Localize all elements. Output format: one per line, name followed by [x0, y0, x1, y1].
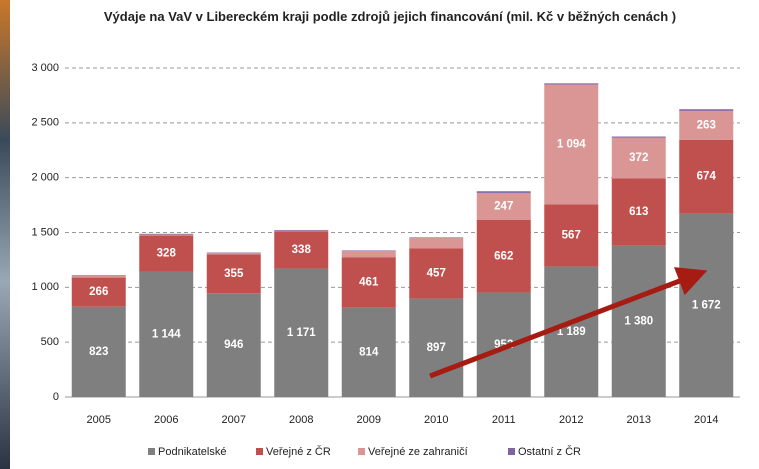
- bar-segment: [679, 109, 734, 111]
- bar-segment: [71, 306, 126, 397]
- bar-segment: [611, 245, 666, 397]
- value-label: 461: [359, 276, 379, 288]
- bar-segment: [476, 292, 531, 397]
- x-tick-label: 2007: [222, 414, 246, 426]
- value-label: 823: [89, 346, 108, 358]
- value-label: 338: [292, 244, 312, 256]
- bar-segment: [341, 257, 396, 308]
- legend-label: Veřejné z ČR: [266, 445, 331, 458]
- trend-arrow: [429, 267, 708, 379]
- bar-segment: [544, 83, 599, 85]
- bar-segment: [341, 307, 396, 397]
- bar-segment: [71, 275, 126, 278]
- x-tick-label: 2006: [154, 414, 178, 426]
- bar-segment: [206, 252, 261, 254]
- y-tick-label: 2 500: [31, 117, 59, 129]
- value-label: 1 171: [287, 327, 316, 339]
- x-tick-label: 2011: [492, 414, 516, 426]
- bar-segment: [139, 235, 194, 272]
- bar-segment: [611, 178, 666, 246]
- y-tick-label: 500: [41, 336, 59, 348]
- x-tick-label: 2013: [627, 414, 651, 426]
- bar-segment: [409, 248, 464, 299]
- bar-segment: [476, 192, 531, 220]
- x-tick-label: 2014: [694, 414, 718, 426]
- bar-segment: [544, 204, 599, 267]
- bar-segment: [274, 231, 329, 269]
- bar-segment: [274, 268, 329, 397]
- value-label: 946: [224, 339, 243, 351]
- value-label: 1 144: [152, 328, 181, 340]
- legend-swatch: [508, 448, 515, 455]
- background-photo: [0, 0, 10, 469]
- bar-segment: [139, 271, 194, 397]
- x-tick-label: 2009: [357, 414, 381, 426]
- value-label: 457: [427, 268, 446, 280]
- value-label: 372: [629, 152, 648, 164]
- value-label: 1 189: [557, 326, 586, 338]
- bar-segment: [139, 233, 194, 235]
- legend-label: Podnikatelské: [158, 446, 227, 458]
- bar-segment: [544, 266, 599, 397]
- bar-segment: [409, 238, 464, 249]
- value-label: 1 672: [692, 299, 721, 311]
- bar-segment: [206, 293, 261, 397]
- bar-segment: [611, 136, 666, 138]
- bar-segment: [71, 277, 126, 307]
- bar-segment: [679, 110, 734, 140]
- bar-segment: [206, 253, 261, 255]
- value-label: 247: [494, 200, 513, 212]
- bar-segment: [476, 219, 531, 293]
- legend-swatch: [358, 448, 365, 455]
- bar-segment: [341, 251, 396, 258]
- y-tick-label: 3 000: [31, 62, 59, 74]
- x-tick-label: 2008: [289, 414, 313, 426]
- value-label: 674: [697, 171, 717, 183]
- x-tick-label: 2010: [424, 414, 448, 426]
- value-label: 662: [494, 250, 513, 262]
- value-label: 567: [562, 230, 581, 242]
- bar-segment: [409, 237, 464, 239]
- legend-label: Veřejné ze zahraničí: [368, 446, 468, 458]
- bar-segment: [71, 275, 126, 276]
- bar-segment: [476, 191, 531, 193]
- bar-segment: [409, 298, 464, 397]
- bar-segment: [544, 84, 599, 205]
- bar-segment: [679, 213, 734, 397]
- legend-swatch: [256, 448, 263, 455]
- bar-segment: [341, 250, 396, 252]
- x-tick-label: 2012: [559, 414, 583, 426]
- value-label: 897: [427, 342, 446, 354]
- bar-segment: [679, 139, 734, 214]
- value-label: 266: [89, 286, 108, 298]
- value-label: 1 380: [624, 315, 653, 327]
- chart-title: Výdaje na VaV v Libereckém kraji podle z…: [103, 9, 677, 24]
- y-tick-label: 0: [53, 391, 59, 403]
- bar-segment: [274, 229, 329, 231]
- y-tick-label: 2 000: [31, 172, 59, 184]
- bar-segment: [611, 137, 666, 179]
- legend-label: Ostatní z ČR: [518, 445, 581, 458]
- value-label: 814: [359, 346, 379, 358]
- x-tick-label: 2005: [87, 414, 111, 426]
- y-tick-label: 1 000: [31, 281, 59, 293]
- value-label: 613: [629, 206, 648, 218]
- legend-swatch: [148, 448, 155, 455]
- y-tick-label: 1 500: [31, 226, 59, 238]
- bar-segment: [139, 234, 194, 236]
- value-label: 355: [224, 268, 244, 280]
- bar-segment: [274, 230, 329, 232]
- value-label: 1 094: [557, 138, 586, 150]
- value-label: 328: [157, 248, 177, 260]
- bar-segment: [206, 254, 261, 294]
- value-label: 263: [697, 119, 716, 131]
